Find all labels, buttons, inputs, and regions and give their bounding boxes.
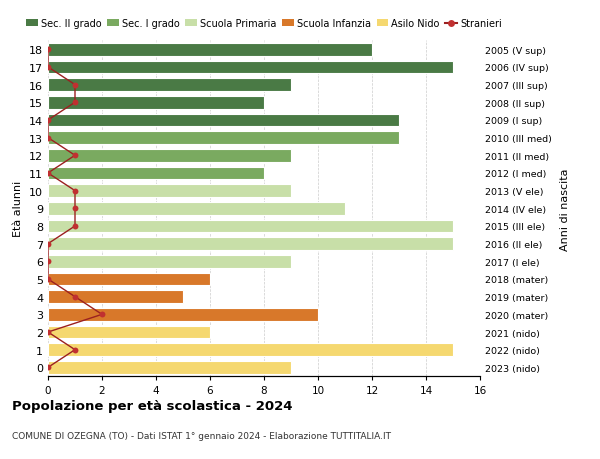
Bar	[48, 255, 291, 268]
Text: COMUNE DI OZEGNA (TO) - Dati ISTAT 1° gennaio 2024 - Elaborazione TUTTITALIA.IT: COMUNE DI OZEGNA (TO) - Dati ISTAT 1° ge…	[12, 431, 391, 441]
Bar	[48, 344, 453, 356]
Point	[70, 152, 80, 160]
Bar	[48, 79, 291, 92]
Point	[70, 293, 80, 301]
Point	[70, 346, 80, 353]
Point	[43, 117, 53, 124]
Bar	[48, 150, 291, 162]
Bar	[48, 238, 453, 251]
Bar	[48, 62, 453, 74]
Point	[70, 99, 80, 106]
Bar	[48, 308, 318, 321]
Bar	[48, 220, 453, 233]
Y-axis label: Anni di nascita: Anni di nascita	[560, 168, 570, 250]
Bar	[48, 361, 291, 374]
Point	[43, 364, 53, 371]
Point	[70, 188, 80, 195]
Point	[43, 46, 53, 54]
Point	[70, 82, 80, 89]
Bar	[48, 273, 210, 286]
Y-axis label: Età alunni: Età alunni	[13, 181, 23, 237]
Text: Popolazione per età scolastica - 2024: Popolazione per età scolastica - 2024	[12, 399, 293, 412]
Point	[43, 64, 53, 72]
Bar	[48, 202, 345, 215]
Point	[43, 134, 53, 142]
Bar	[48, 291, 183, 303]
Legend: Sec. II grado, Sec. I grado, Scuola Primaria, Scuola Infanzia, Asilo Nido, Stran: Sec. II grado, Sec. I grado, Scuola Prim…	[22, 15, 506, 33]
Bar	[48, 114, 399, 127]
Point	[43, 170, 53, 177]
Point	[43, 276, 53, 283]
Bar	[48, 44, 372, 56]
Point	[43, 258, 53, 265]
Point	[43, 329, 53, 336]
Point	[97, 311, 107, 319]
Bar	[48, 167, 264, 180]
Bar	[48, 185, 291, 197]
Bar	[48, 97, 264, 109]
Point	[43, 241, 53, 248]
Bar	[48, 132, 399, 145]
Point	[70, 205, 80, 213]
Point	[70, 223, 80, 230]
Bar	[48, 326, 210, 339]
